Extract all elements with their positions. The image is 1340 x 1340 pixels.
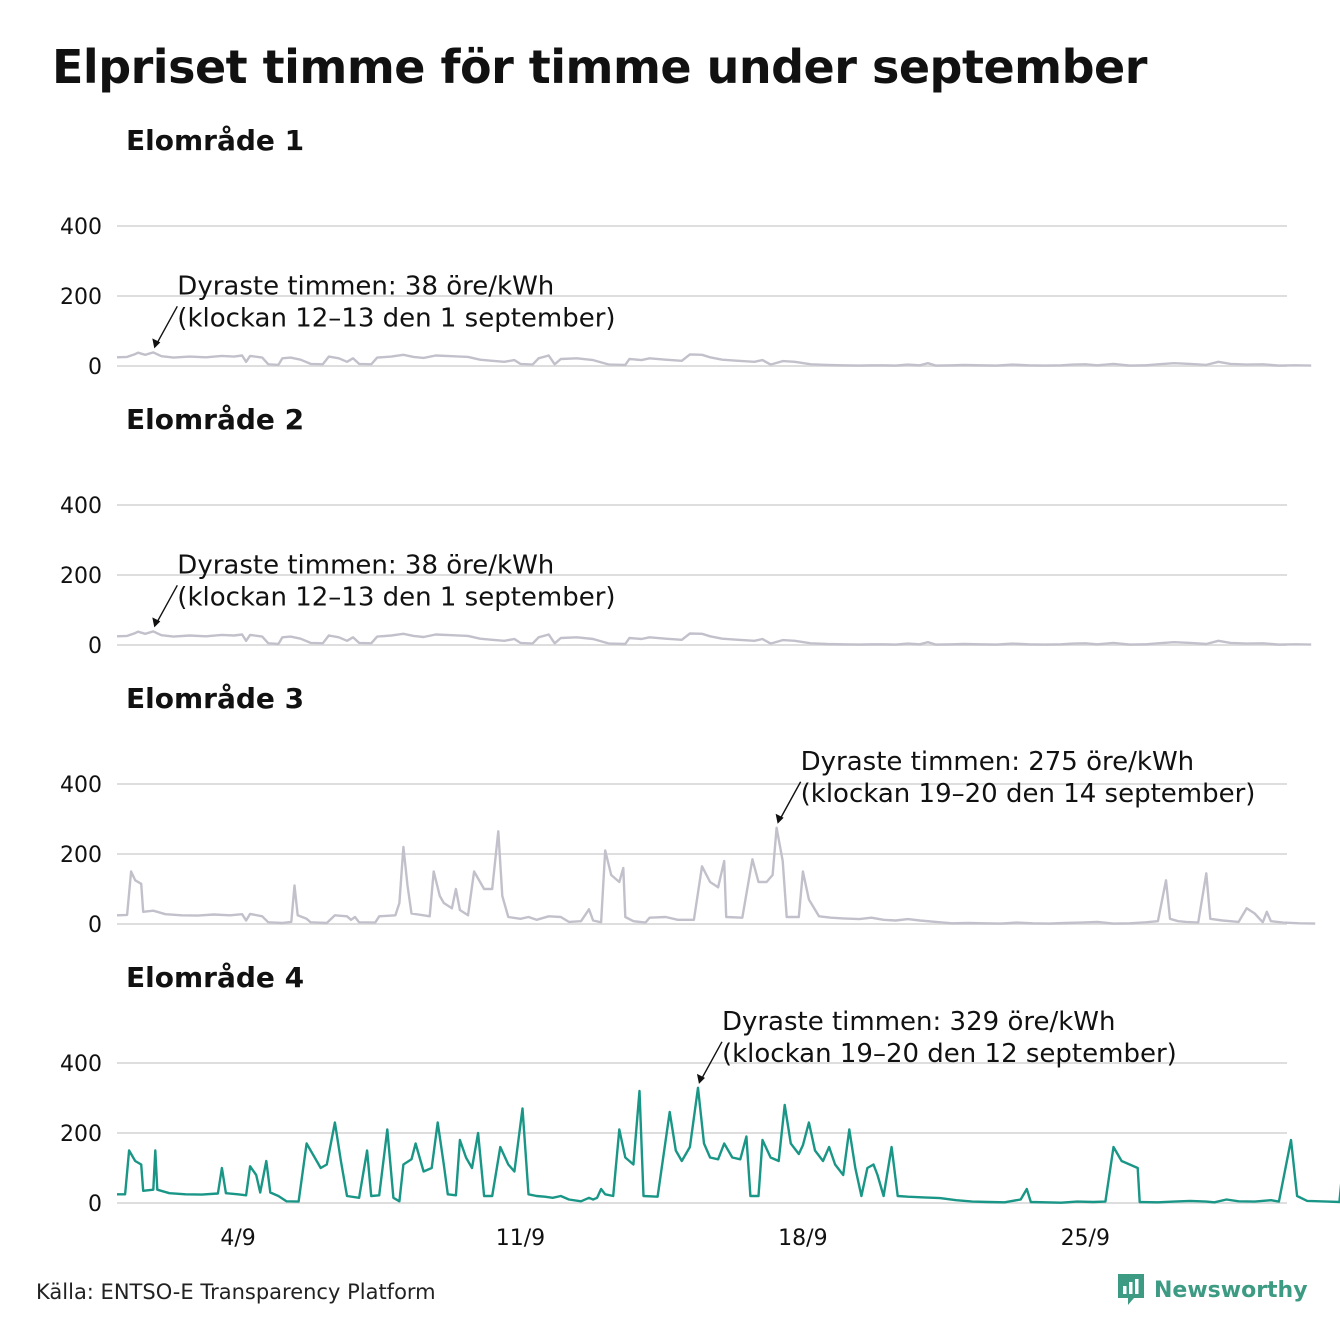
panel-title-4: Elområde 4	[126, 961, 304, 994]
annotation-arrow	[778, 781, 802, 823]
panel-title-3: Elområde 3	[126, 682, 304, 715]
annotation-line1: Dyraste timmen: 329 öre/kWh	[722, 1007, 1116, 1037]
y-tick-label: 0	[88, 634, 102, 659]
y-tick-label: 400	[60, 215, 102, 240]
brand-logo: Newsworthy	[1116, 1272, 1308, 1308]
x-tick-label: 11/9	[496, 1226, 545, 1251]
series-line-4	[117, 1086, 1340, 1204]
annotation-arrow	[154, 306, 178, 347]
series-line-3	[116, 826, 1316, 925]
annotation-line2: (klockan 19–20 den 12 september)	[722, 1039, 1177, 1069]
y-tick-label: 0	[88, 355, 102, 380]
annotation-arrowhead	[152, 617, 161, 628]
annotation-line1: Dyraste timmen: 275 öre/kWh	[801, 747, 1195, 777]
x-tick-label: 25/9	[1061, 1226, 1110, 1251]
annotation-arrow	[699, 1041, 723, 1083]
annotation-arrowhead	[152, 338, 161, 349]
annotation-line2: (klockan 19–20 den 14 september)	[801, 779, 1256, 809]
annotation-arrow	[154, 585, 178, 626]
page-title: Elpriset timme för timme under september	[52, 40, 1147, 94]
y-tick-label: 200	[60, 1122, 102, 1147]
y-tick-label: 200	[60, 285, 102, 310]
y-tick-label: 400	[60, 494, 102, 519]
y-tick-label: 400	[60, 1052, 102, 1077]
annotation-arrowhead	[696, 1073, 705, 1084]
y-tick-label: 0	[88, 913, 102, 938]
x-tick-label: 18/9	[778, 1226, 827, 1251]
panel-title-2: Elområde 2	[126, 403, 304, 436]
x-tick-label: 4/9	[220, 1226, 255, 1251]
source-note: Källa: ENTSO-E Transparency Platform	[36, 1280, 436, 1304]
y-tick-label: 200	[60, 564, 102, 589]
y-tick-label: 400	[60, 773, 102, 798]
y-tick-label: 0	[88, 1192, 102, 1217]
annotation-line1: Dyraste timmen: 38 öre/kWh	[177, 271, 554, 301]
annotation-line1: Dyraste timmen: 38 öre/kWh	[177, 550, 554, 580]
annotation-arrowhead	[775, 813, 784, 824]
series-line-2	[116, 630, 1312, 646]
y-tick-label: 200	[60, 843, 102, 868]
brand-name: Newsworthy	[1154, 1277, 1308, 1303]
series-line-1	[116, 351, 1312, 367]
newsworthy-logo-icon	[1118, 1274, 1144, 1305]
annotation-line2: (klockan 12–13 den 1 september)	[177, 582, 615, 612]
panel-title-1: Elområde 1	[126, 124, 304, 157]
annotation-line2: (klockan 12–13 den 1 september)	[177, 303, 615, 333]
